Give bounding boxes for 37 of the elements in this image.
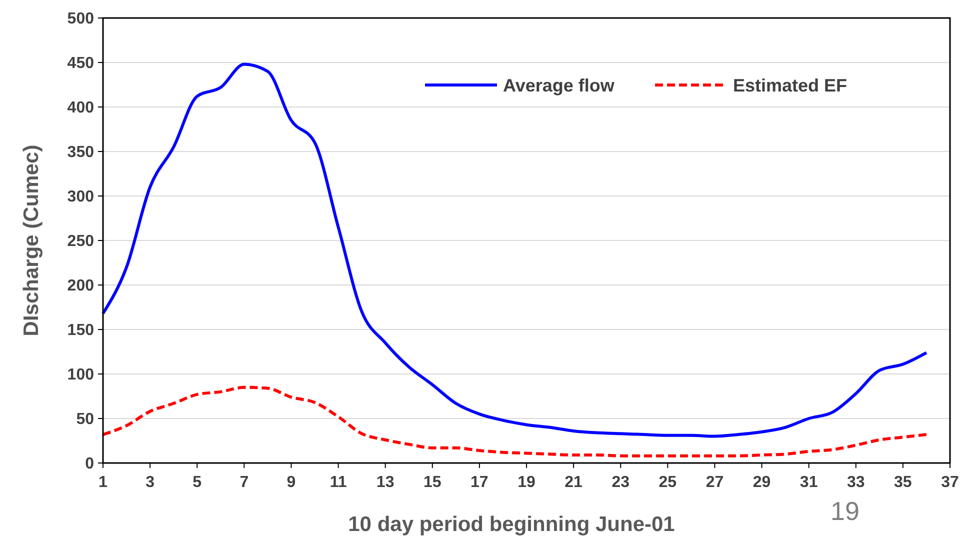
x-tick-label: 5	[192, 474, 202, 491]
x-tick-label: 17	[470, 474, 488, 491]
y-tick-label: 250	[67, 233, 94, 250]
x-tick-label: 37	[941, 474, 959, 491]
y-tick-label: 300	[67, 188, 94, 206]
legend-label: Average flow	[503, 75, 616, 96]
x-tick-label: 19	[518, 474, 536, 491]
x-tick-label: 3	[146, 474, 155, 491]
x-tick-label: 13	[376, 474, 394, 491]
y-tick-label: 150	[67, 322, 94, 340]
y-tick-label: 100	[67, 366, 94, 384]
x-tick-label: 9	[286, 474, 296, 491]
x-tick-label: 11	[330, 474, 347, 491]
x-tick-label: 7	[240, 474, 249, 491]
x-tick-label: 33	[846, 474, 865, 491]
legend-label: Estimated EF	[733, 75, 848, 96]
text: 19	[830, 496, 860, 526]
line-series	[102, 62, 928, 438]
y-tick-label: 350	[67, 144, 94, 162]
x-tick-label: 15	[423, 474, 442, 491]
y-tick-label: 50	[76, 411, 94, 428]
x-axis-title: 10 day period beginning June-01	[348, 513, 676, 536]
x-tick-label: 23	[612, 474, 630, 491]
x-tick-label: 25	[658, 474, 677, 491]
y-tick-label: 450	[67, 55, 94, 72]
x-tick-label: 1	[98, 474, 108, 491]
x-tick-label: 35	[894, 474, 912, 491]
line-series	[102, 386, 928, 458]
x-tick-label: 21	[564, 474, 583, 491]
y-axis-title: DIscharge (Cumec)	[20, 144, 43, 336]
y-tick-label: 500	[67, 10, 94, 28]
x-tick-label: 29	[752, 474, 771, 491]
x-tick-label: 31	[800, 474, 818, 491]
y-tick-label: 0	[85, 456, 94, 473]
y-tick-label: 200	[67, 278, 94, 295]
y-tick-label: 400	[67, 100, 94, 117]
x-tick-label: 27	[706, 474, 724, 491]
